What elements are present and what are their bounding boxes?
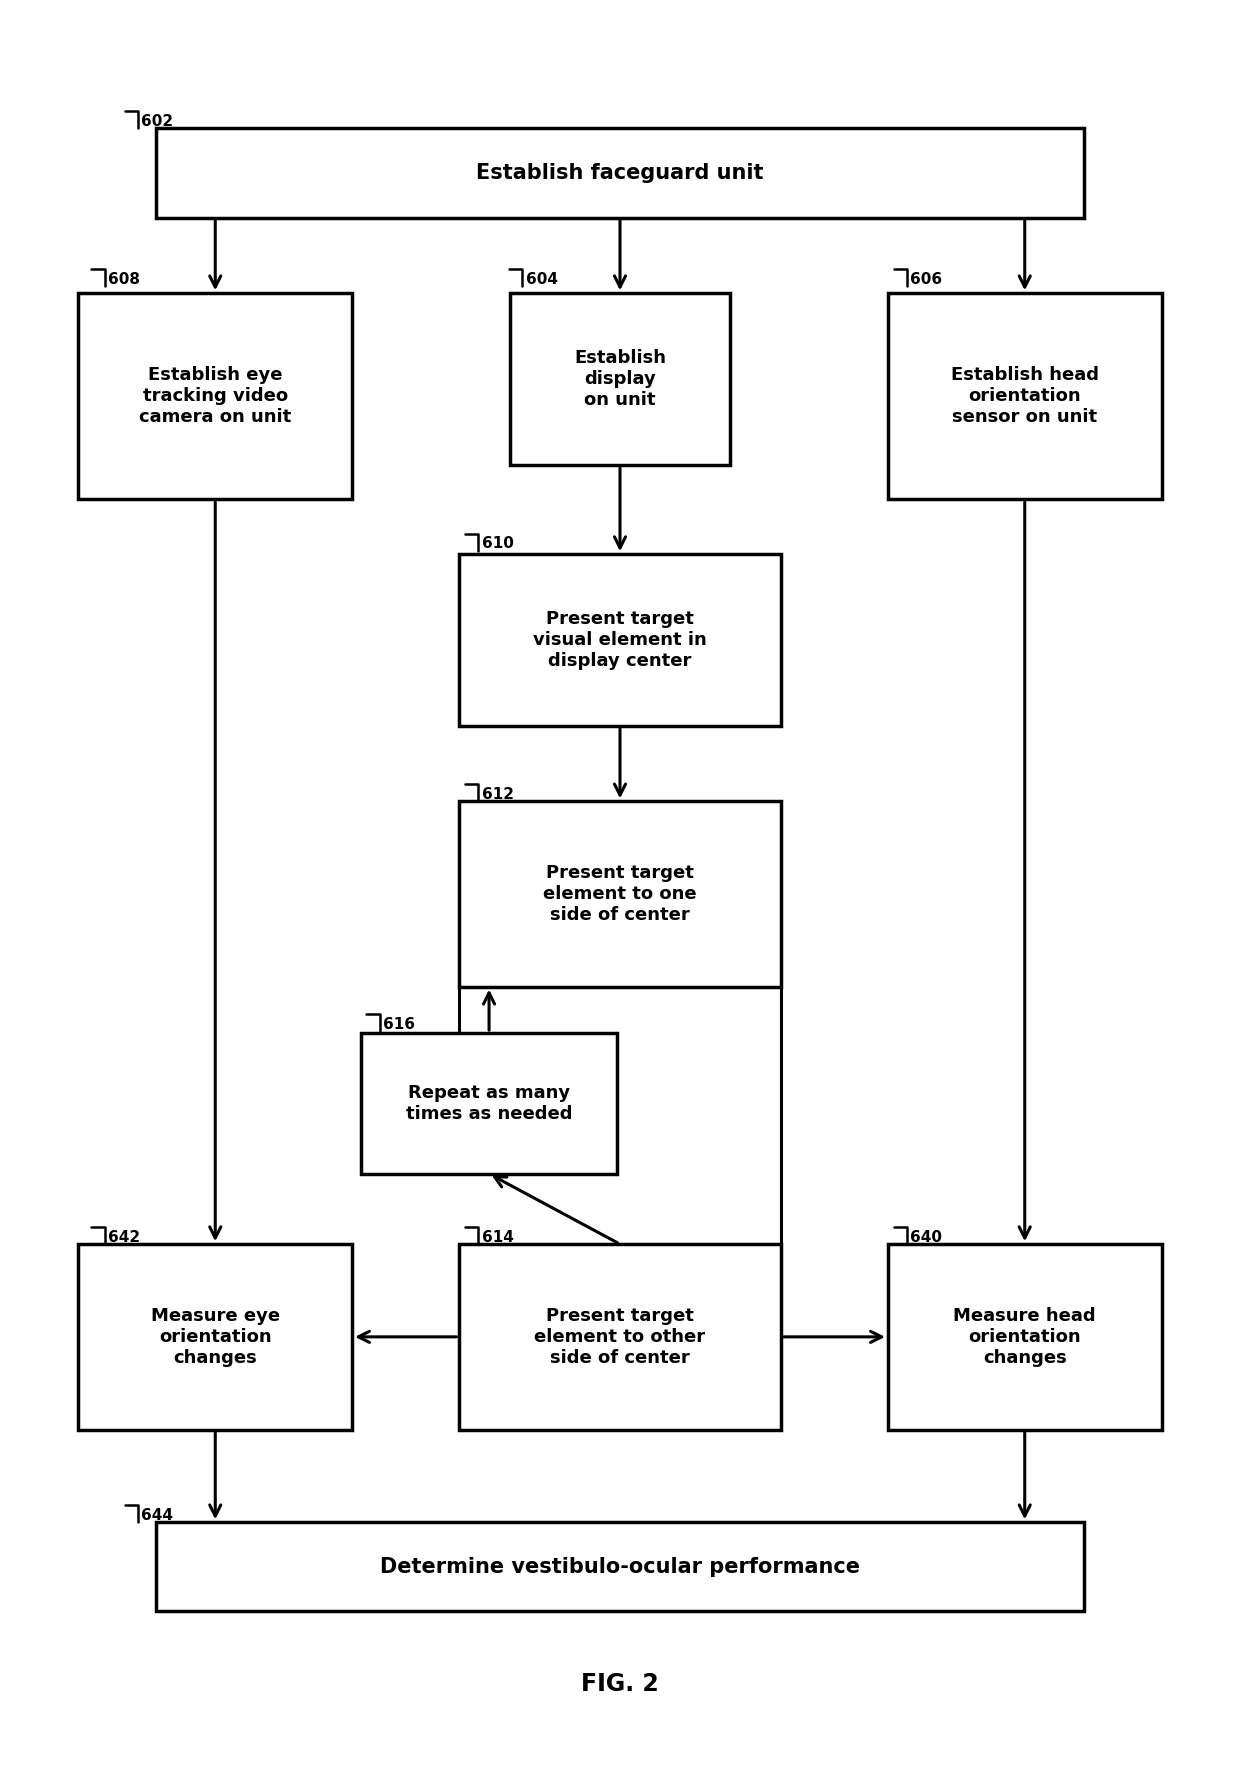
Text: 612: 612 bbox=[482, 787, 513, 803]
FancyBboxPatch shape bbox=[459, 554, 781, 726]
Text: Present target
element to other
side of center: Present target element to other side of … bbox=[534, 1307, 706, 1366]
Text: Measure eye
orientation
changes: Measure eye orientation changes bbox=[151, 1307, 280, 1366]
Text: 610: 610 bbox=[482, 536, 513, 551]
Text: 606: 606 bbox=[910, 272, 942, 288]
FancyBboxPatch shape bbox=[78, 1244, 352, 1430]
Text: Measure head
orientation
changes: Measure head orientation changes bbox=[954, 1307, 1096, 1366]
FancyBboxPatch shape bbox=[888, 1244, 1162, 1430]
Text: Determine vestibulo-ocular performance: Determine vestibulo-ocular performance bbox=[379, 1557, 861, 1577]
Text: Establish
display
on unit: Establish display on unit bbox=[574, 349, 666, 409]
Text: 616: 616 bbox=[383, 1017, 415, 1032]
FancyBboxPatch shape bbox=[156, 129, 1084, 218]
Text: Establish head
orientation
sensor on unit: Establish head orientation sensor on uni… bbox=[951, 367, 1099, 426]
FancyBboxPatch shape bbox=[459, 1244, 781, 1430]
Text: Present target
element to one
side of center: Present target element to one side of ce… bbox=[543, 864, 697, 924]
FancyBboxPatch shape bbox=[156, 1522, 1084, 1611]
FancyBboxPatch shape bbox=[361, 1033, 618, 1173]
Text: Repeat as many
times as needed: Repeat as many times as needed bbox=[405, 1084, 573, 1123]
Text: 608: 608 bbox=[108, 272, 140, 288]
Text: 614: 614 bbox=[482, 1230, 513, 1244]
Text: 642: 642 bbox=[108, 1230, 140, 1244]
Text: 604: 604 bbox=[526, 272, 558, 288]
FancyBboxPatch shape bbox=[510, 293, 730, 465]
Text: Present target
visual element in
display center: Present target visual element in display… bbox=[533, 610, 707, 670]
FancyBboxPatch shape bbox=[459, 801, 781, 987]
Text: Establish eye
tracking video
camera on unit: Establish eye tracking video camera on u… bbox=[139, 367, 291, 426]
Text: 602: 602 bbox=[141, 114, 174, 129]
Text: 640: 640 bbox=[910, 1230, 942, 1244]
FancyBboxPatch shape bbox=[78, 293, 352, 499]
Text: 644: 644 bbox=[141, 1507, 174, 1523]
FancyBboxPatch shape bbox=[888, 293, 1162, 499]
Text: Establish faceguard unit: Establish faceguard unit bbox=[476, 163, 764, 182]
Text: FIG. 2: FIG. 2 bbox=[582, 1672, 658, 1695]
